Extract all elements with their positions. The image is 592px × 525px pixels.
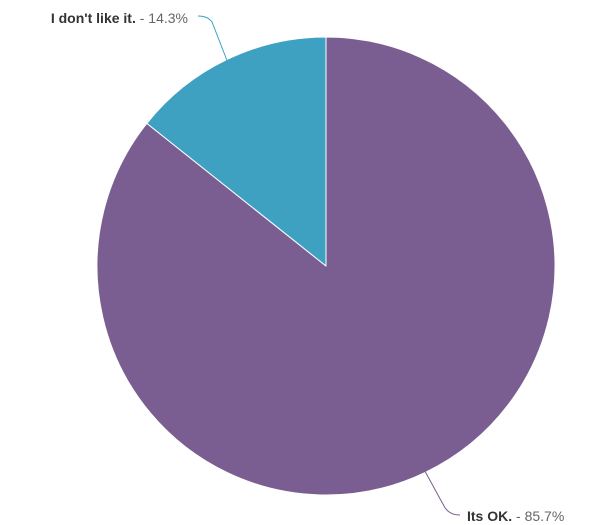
slice-label-dont-like: I don't like it. - 14.3% [51,10,188,26]
slice-label-dont-like-name: I don't like it. [51,10,136,26]
leader-dont-like [197,15,228,62]
slice-label-its-ok-name: Its OK. [467,508,512,524]
slice-label-its-ok-sep: - [516,508,525,524]
leader-lines [197,15,461,516]
slice-label-its-ok: Its OK. - 85.7% [467,508,564,524]
pie-slices [96,36,556,496]
leader-its-ok [424,470,461,516]
slice-label-dont-like-sep: - [140,10,149,26]
slice-label-its-ok-value: 85.7% [525,508,565,524]
slice-label-dont-like-value: 14.3% [148,10,188,26]
